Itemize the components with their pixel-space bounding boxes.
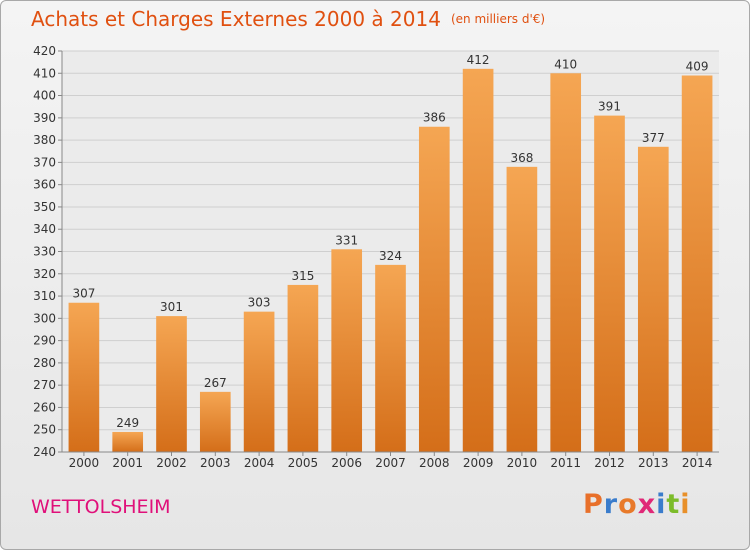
- data-label-2010: 368: [510, 151, 533, 165]
- y-tick-label: 410: [33, 66, 56, 80]
- logo-letter: o: [618, 489, 638, 520]
- y-tick-label: 380: [33, 133, 56, 147]
- bar-2001: [112, 431, 144, 452]
- y-tick-label: 350: [33, 200, 56, 214]
- data-label-2011: 410: [554, 57, 577, 71]
- data-label-2014: 409: [686, 60, 709, 74]
- y-tick-label: 250: [33, 423, 56, 437]
- data-label-2001: 249: [116, 416, 139, 430]
- y-tick-label: 240: [33, 445, 56, 459]
- axes: 240 250 260 270 280 290 300 310 320 330 340 350 360 3…: [33, 44, 719, 470]
- data-labels: 307 249 301 267 303 315 331 324 386 412 368 410 391 3…: [72, 53, 708, 430]
- bar-2013: [637, 146, 669, 453]
- x-tick-label: 2004: [244, 456, 275, 470]
- logo-letter: x: [637, 489, 657, 520]
- bar-2010: [506, 166, 538, 452]
- x-tick-label: 2010: [507, 456, 538, 470]
- x-tick-label: 2014: [682, 456, 713, 470]
- chart-subtitle: (en milliers d'€): [450, 12, 546, 26]
- logo-letter: P: [583, 489, 604, 520]
- bars: [68, 68, 713, 453]
- y-tick-label: 290: [33, 334, 56, 348]
- data-label-2012: 391: [598, 100, 621, 114]
- x-tick-label: 2011: [550, 456, 581, 470]
- bar-2009: [462, 68, 494, 453]
- data-label-2002: 301: [160, 300, 183, 314]
- y-tick-label: 320: [33, 267, 56, 281]
- x-tick-label: 2008: [419, 456, 450, 470]
- logo-letter: t: [666, 489, 681, 520]
- y-tick-label: 270: [33, 378, 56, 392]
- data-label-2009: 412: [467, 53, 490, 67]
- data-label-2013: 377: [642, 131, 665, 145]
- x-tick-label: 2003: [200, 456, 231, 470]
- y-tick-label: 300: [33, 311, 56, 325]
- chart-title-text: Achats et Charges Externes 2000 à 2014: [31, 7, 441, 31]
- data-label-2000: 307: [72, 287, 95, 301]
- x-tick-label: 2005: [288, 456, 319, 470]
- logo-letter: i: [656, 489, 667, 520]
- x-tick-label: 2002: [156, 456, 187, 470]
- bar-2012: [594, 115, 625, 452]
- bar-2008: [418, 126, 450, 452]
- data-label-2006: 331: [335, 233, 358, 247]
- data-label-2003: 267: [204, 376, 227, 390]
- data-label-2007: 324: [379, 249, 402, 263]
- bar-2002: [156, 316, 187, 452]
- x-tick-label: 2007: [375, 456, 406, 470]
- data-label-2005: 315: [291, 269, 314, 283]
- bar-2006: [331, 249, 363, 452]
- y-tick-label: 310: [33, 289, 56, 303]
- proxiti-logo: Proxiti: [583, 489, 691, 520]
- y-tick-label: 400: [33, 89, 56, 103]
- x-tick-label: 2000: [69, 456, 100, 470]
- y-tick-label: 260: [33, 400, 56, 414]
- logo-letter: i: [680, 489, 691, 520]
- y-tick-label: 330: [33, 245, 56, 259]
- y-tick-label: 360: [33, 178, 56, 192]
- y-tick-label: 390: [33, 111, 56, 125]
- y-tick-label: 340: [33, 222, 56, 236]
- commune-name: WETTOLSHEIM: [31, 496, 171, 518]
- x-tick-label: 2013: [638, 456, 669, 470]
- logo-letter: r: [603, 489, 619, 520]
- bar-2004: [243, 311, 275, 452]
- data-label-2008: 386: [423, 111, 446, 125]
- bar-2005: [287, 284, 319, 452]
- bar-2000: [68, 302, 100, 452]
- bar-2011: [550, 73, 582, 453]
- chart-title: Achats et Charges Externes 2000 à 2014 (e…: [31, 7, 545, 31]
- y-tick-label: 280: [33, 356, 56, 370]
- y-tick-label: 420: [33, 44, 56, 58]
- bar-2014: [681, 75, 713, 452]
- x-tick-label: 2009: [463, 456, 494, 470]
- bar-2003: [199, 391, 231, 452]
- x-tick-label: 2012: [594, 456, 625, 470]
- bar-2007: [375, 264, 406, 452]
- data-label-2004: 303: [248, 296, 271, 310]
- y-tick-label: 370: [33, 155, 56, 169]
- x-tick-label: 2001: [112, 456, 143, 470]
- x-tick-label: 2006: [331, 456, 362, 470]
